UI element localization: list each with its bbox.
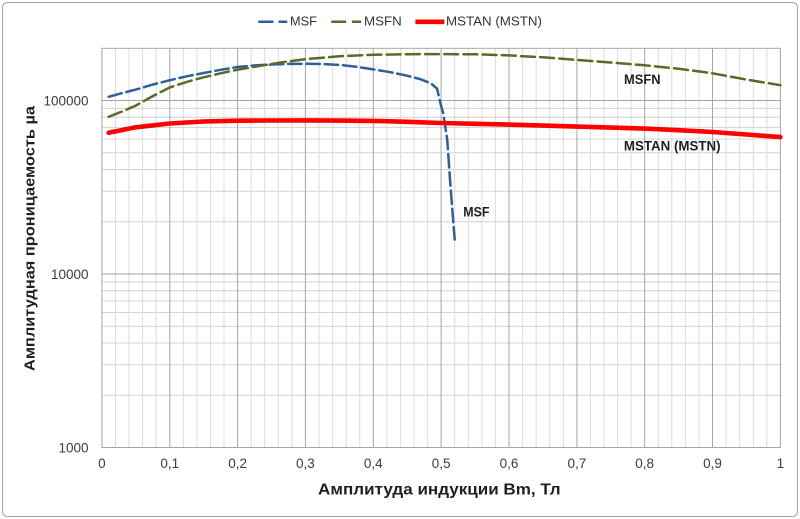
svg-text:0,5: 0,5: [432, 456, 451, 471]
svg-text:MSF: MSF: [463, 204, 490, 220]
svg-text:0,9: 0,9: [703, 456, 722, 471]
svg-text:Амплитудная проницаемость µа: Амплитудная проницаемость µа: [22, 105, 39, 371]
svg-text:1: 1: [777, 456, 785, 471]
svg-text:100000: 100000: [43, 94, 88, 109]
svg-text:0,7: 0,7: [568, 456, 587, 471]
svg-text:0,3: 0,3: [296, 456, 315, 471]
svg-text:MSF: MSF: [290, 14, 317, 29]
svg-text:0: 0: [98, 456, 106, 471]
svg-text:MSTAN (MSTN): MSTAN (MSTN): [624, 138, 721, 154]
svg-text:1000: 1000: [58, 441, 88, 456]
svg-text:MSFN: MSFN: [364, 14, 402, 29]
svg-text:0,2: 0,2: [228, 456, 247, 471]
svg-text:MSTAN (MSTN): MSTAN (MSTN): [446, 14, 542, 29]
svg-text:MSFN: MSFN: [624, 71, 661, 87]
svg-text:0,8: 0,8: [635, 456, 654, 471]
svg-text:0,6: 0,6: [500, 456, 519, 471]
svg-text:0,1: 0,1: [160, 456, 179, 471]
svg-text:0,4: 0,4: [364, 456, 383, 471]
svg-text:Амплитуда индукции Bm, Тл: Амплитуда индукции Bm, Тл: [318, 482, 561, 499]
svg-text:10000: 10000: [51, 267, 89, 282]
